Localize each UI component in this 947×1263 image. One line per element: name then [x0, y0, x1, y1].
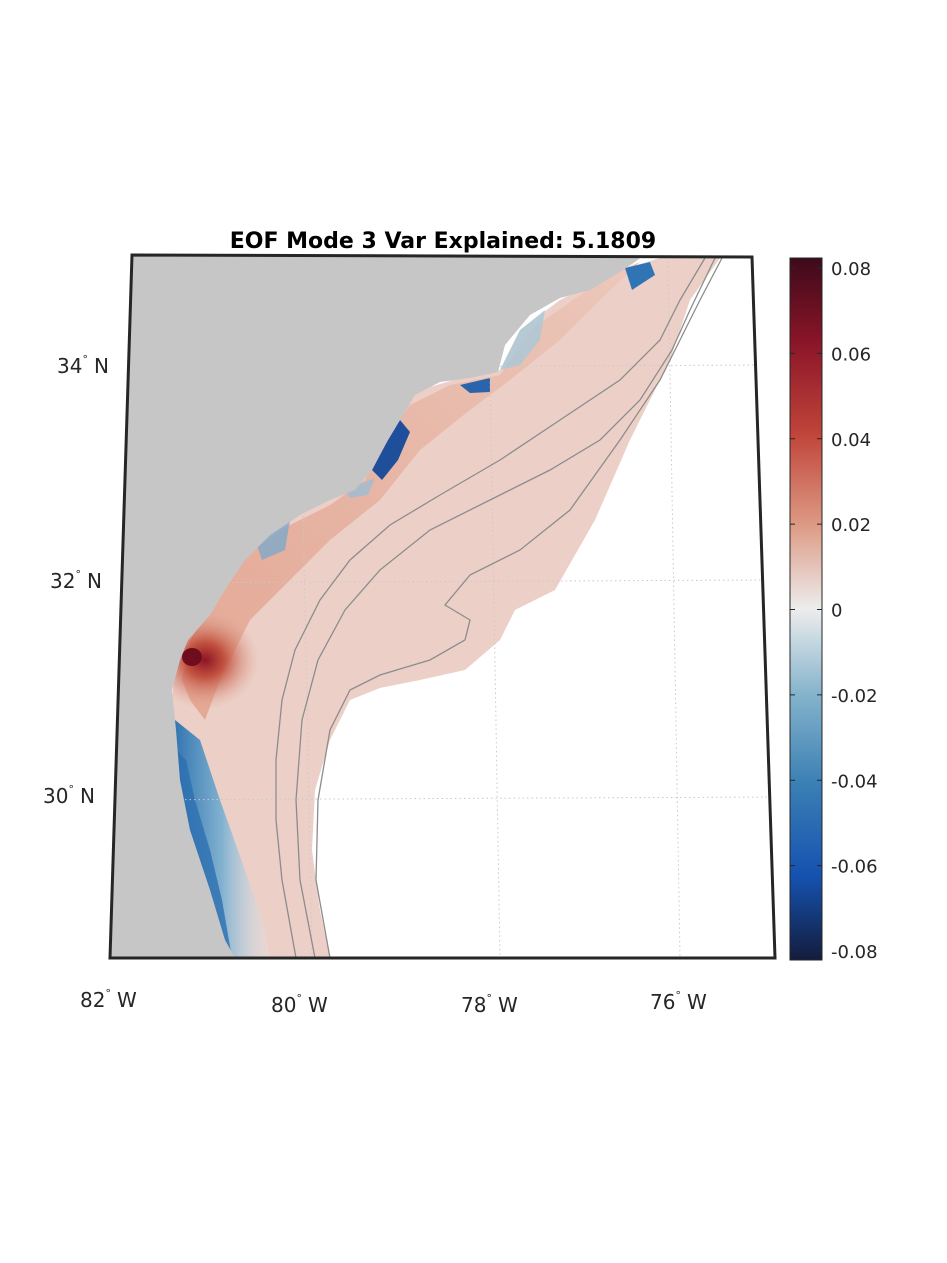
lat-label-32: 32° N — [50, 568, 102, 593]
longitude-labels: 82° W 80° W 78° W 76° W — [80, 987, 707, 1017]
colorbar-tick-label: -0.08 — [831, 942, 878, 963]
lat-label-30: 30° N — [43, 783, 95, 808]
eof-negative-patch-2 — [460, 378, 490, 393]
isobath-contours — [275, 257, 723, 958]
land — [110, 255, 650, 958]
eof-negative-patch-1 — [372, 420, 410, 480]
colorbar-tick-label: 0.08 — [831, 259, 871, 280]
lon-label-82: 82° W — [80, 987, 137, 1012]
latitude-labels: 34° N 32° N 30° N — [43, 353, 109, 808]
graticule — [112, 255, 773, 958]
eof-negative-patch-3 — [500, 310, 545, 370]
eof-negative-patch-5 — [255, 520, 290, 560]
eof-negative-florida-coast — [172, 720, 270, 958]
colorbar-ticks: 0.08 0.06 0.04 0.02 0 -0.02 -0.04 -0.06 -0.08 — [790, 259, 878, 963]
colorbar-tick-label: 0.06 — [831, 344, 871, 365]
lat-label-34: 34° N — [57, 353, 109, 378]
colorbar: 0.08 0.06 0.04 0.02 0 -0.02 -0.04 -0.06 -0.08 — [789, 257, 878, 963]
eof-negative-patch-6 — [345, 478, 375, 498]
eof-hotspot-core — [182, 648, 202, 666]
lon-label-78: 78° W — [461, 992, 518, 1017]
map-border — [108, 253, 777, 960]
colorbar-tick-label: -0.04 — [831, 771, 878, 792]
lon-label-76: 76° W — [650, 989, 707, 1014]
colorbar-tick-label: -0.02 — [831, 686, 878, 707]
eof-negative-patch-4 — [625, 262, 655, 290]
colorbar-gradient — [789, 257, 823, 961]
colorbar-tick-label: 0 — [831, 601, 842, 622]
eof-negative-florida-core — [176, 750, 232, 958]
colorbar-tick-label: 0.04 — [831, 430, 871, 451]
map-title: EOF Mode 3 Var Explained: 5.1809 — [230, 229, 656, 254]
colorbar-tick-label: 0.02 — [831, 515, 871, 536]
lon-label-80: 80° W — [271, 992, 328, 1017]
eof-field-shelf — [172, 258, 720, 958]
colorbar-tick-label: -0.06 — [831, 857, 878, 878]
